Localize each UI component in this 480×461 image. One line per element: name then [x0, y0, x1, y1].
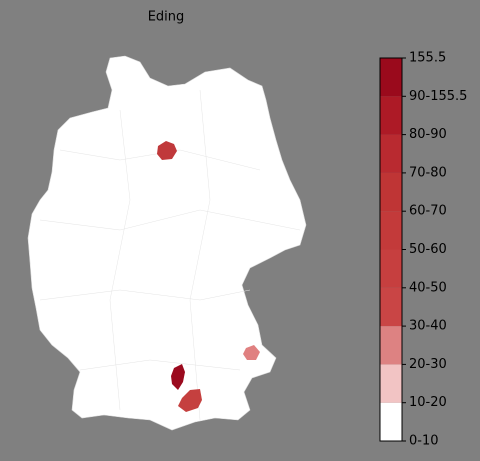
region-hannover [157, 141, 177, 160]
colorbar-label: 20-30 [409, 357, 447, 372]
colorbar-segment [380, 58, 402, 97]
colorbar-label: 0-10 [409, 434, 439, 449]
colorbar-label: 10-20 [409, 395, 447, 410]
colorbar-label: 70-80 [409, 165, 447, 180]
colorbar-segment [380, 364, 402, 403]
colorbar-segment [380, 172, 402, 212]
region-east [243, 345, 260, 360]
district-lines [39, 89, 301, 421]
colorbar-label: 80-90 [409, 127, 447, 142]
map-title: Eding [148, 10, 185, 25]
colorbar-label: 40-50 [409, 280, 447, 295]
colorbar-segment [380, 249, 402, 288]
colorbar: 0-10 10-20 20-30 30-40 40-50 50-60 60-70 70-80 8… [379, 51, 467, 449]
colorbar-label: 60-70 [409, 204, 447, 219]
colorbar-segment [380, 402, 402, 441]
colorbar-segment [380, 134, 402, 173]
colorbar-segment [380, 96, 402, 135]
colorbar-segment [380, 211, 402, 250]
region-south-1 [171, 364, 185, 390]
colorbar-label: 30-40 [409, 319, 447, 334]
colorbar-label: 90-155.5 [409, 89, 467, 104]
colorbar-label: 50-60 [409, 242, 447, 257]
country-outline [27, 55, 307, 431]
region-south-2 [178, 389, 202, 412]
colorbar-label: 155.5 [409, 51, 446, 66]
colorbar-segment [380, 326, 402, 365]
colorbar-segment [380, 287, 402, 327]
